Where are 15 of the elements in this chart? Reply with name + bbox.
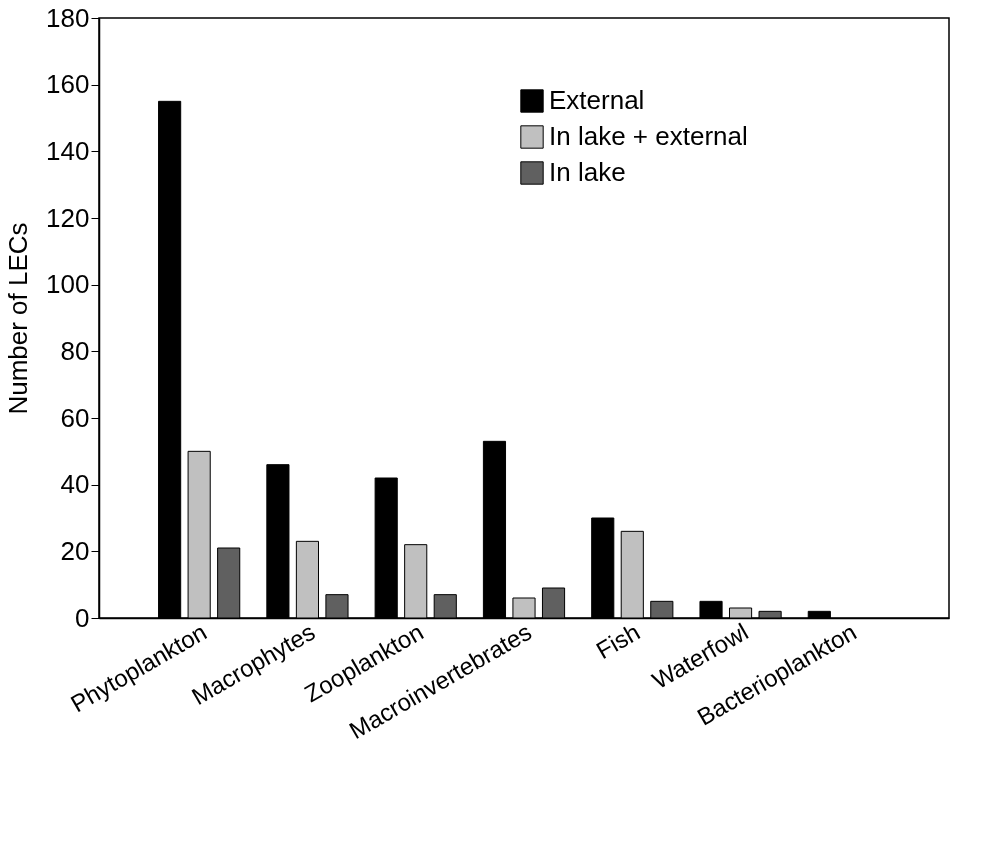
legend-label: External bbox=[549, 85, 645, 115]
y-tick-label: 100 bbox=[46, 269, 90, 300]
y-tick-label: 120 bbox=[46, 202, 90, 233]
y-tick-label: 20 bbox=[60, 535, 90, 566]
y-tick-label: 40 bbox=[60, 469, 90, 500]
x-tick-label: Fish bbox=[591, 617, 645, 664]
y-tick-label: 60 bbox=[60, 402, 90, 433]
y-tick-label: 180 bbox=[46, 2, 90, 33]
y-axis-title: Number of LECs bbox=[3, 222, 34, 415]
y-tick-label: 0 bbox=[75, 602, 90, 633]
y-tick-label: 160 bbox=[46, 69, 90, 100]
y-tick-label: 80 bbox=[60, 335, 90, 366]
y-tick-label: 140 bbox=[46, 135, 90, 166]
legend-label: In lake + external bbox=[549, 121, 748, 151]
legend-label: In lake bbox=[549, 157, 626, 187]
